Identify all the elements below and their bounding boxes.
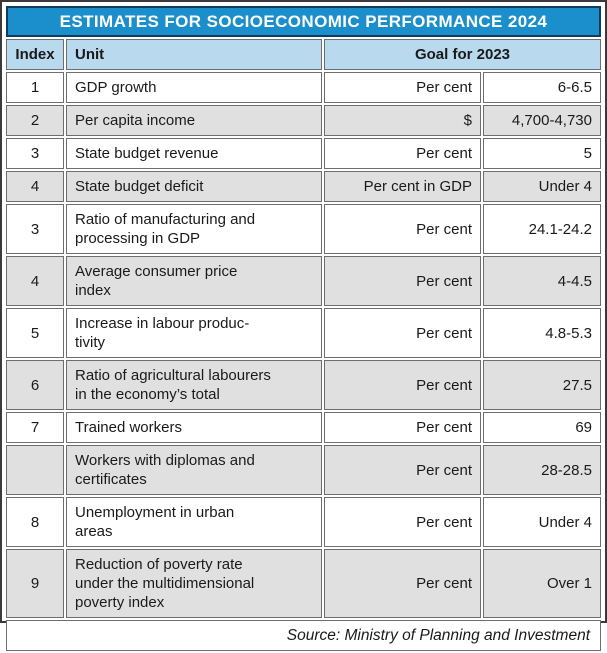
name-cell: Ratio of manufacturing and processing in… [66, 204, 322, 254]
index-cell: 8 [6, 497, 64, 547]
table-row: 5 Increase in labour produc- tivity Per ce… [6, 308, 601, 358]
index-cell: 5 [6, 308, 64, 358]
unit-cell: Per cent in GDP [324, 171, 481, 202]
value-cell: Under 4 [483, 497, 601, 547]
value-cell: 6-6.5 [483, 72, 601, 103]
table-row: 4 State budget deficit Per cent in GDP Unde… [6, 171, 601, 202]
name-cell: Ratio of agricultural labourers in the e… [66, 360, 322, 410]
index-cell: 4 [6, 256, 64, 306]
table-row: 9 Reduction of poverty rate under the mul… [6, 549, 601, 618]
name-cell: State budget deficit [66, 171, 322, 202]
name-cell: GDP growth [66, 72, 322, 103]
index-cell: 1 [6, 72, 64, 103]
unit-cell: Per cent [324, 445, 481, 495]
name-cell: Unemployment in urban areas [66, 497, 322, 547]
name-cell: Average consumer price index [66, 256, 322, 306]
unit-cell: Per cent [324, 308, 481, 358]
index-cell: 6 [6, 360, 64, 410]
table-row: Workers with diplomas and certificates Pe… [6, 445, 601, 495]
value-cell: Over 1 [483, 549, 601, 618]
value-cell: Under 4 [483, 171, 601, 202]
name-cell: Workers with diplomas and certificates [66, 445, 322, 495]
index-cell: 4 [6, 171, 64, 202]
performance-table: ESTIMATES FOR SOCIOECONOMIC PERFORMANCE … [4, 4, 603, 653]
name-cell: Trained workers [66, 412, 322, 443]
name-cell: Increase in labour produc- tivity [66, 308, 322, 358]
title-row: ESTIMATES FOR SOCIOECONOMIC PERFORMANCE … [6, 6, 601, 37]
value-cell: 69 [483, 412, 601, 443]
unit-cell: Per cent [324, 256, 481, 306]
table-row: 3 Ratio of manufacturing and processing i… [6, 204, 601, 254]
index-cell: 3 [6, 204, 64, 254]
value-cell: 5 [483, 138, 601, 169]
unit-cell: Per cent [324, 412, 481, 443]
value-cell: 4,700-4,730 [483, 105, 601, 136]
value-cell: 4.8-5.3 [483, 308, 601, 358]
table-row: 8 Unemployment in urban areas Per cent Unde… [6, 497, 601, 547]
name-cell: State budget revenue [66, 138, 322, 169]
name-cell: Reduction of poverty rate under the mult… [66, 549, 322, 618]
column-header-unit: Unit [66, 39, 322, 70]
index-cell: 7 [6, 412, 64, 443]
table-row: 4 Average consumer price index Per cent 4-4… [6, 256, 601, 306]
table-row: 3 State budget revenue Per cent 5 [6, 138, 601, 169]
index-cell: 3 [6, 138, 64, 169]
header-row: Index Unit Goal for 2023 [6, 39, 601, 70]
value-cell: 24.1-24.2 [483, 204, 601, 254]
unit-cell: Per cent [324, 549, 481, 618]
unit-cell: Per cent [324, 360, 481, 410]
value-cell: 28-28.5 [483, 445, 601, 495]
index-cell: 9 [6, 549, 64, 618]
unit-cell: Per cent [324, 72, 481, 103]
value-cell: 27.5 [483, 360, 601, 410]
table-row: 2 Per capita income $4,700-4,730 [6, 105, 601, 136]
unit-cell: $ [324, 105, 481, 136]
table-row: 7 Trained workers Per cent 69 [6, 412, 601, 443]
unit-cell: Per cent [324, 138, 481, 169]
index-cell [6, 445, 64, 495]
table-body: 1 GDP growth Per cent 6-6.5 2 Per capita inco… [6, 72, 601, 618]
source-credit: Source: Ministry of Planning and Investm… [6, 620, 601, 651]
unit-cell: Per cent [324, 204, 481, 254]
footer-row: Source: Ministry of Planning and Investm… [6, 620, 601, 651]
column-header-index: Index [6, 39, 64, 70]
table-row: 6 Ratio of agricultural labourers in the … [6, 360, 601, 410]
table-row: 1 GDP growth Per cent 6-6.5 [6, 72, 601, 103]
unit-cell: Per cent [324, 497, 481, 547]
value-cell: 4-4.5 [483, 256, 601, 306]
index-cell: 2 [6, 105, 64, 136]
column-header-goal: Goal for 2023 [324, 39, 601, 70]
page-title: ESTIMATES FOR SOCIOECONOMIC PERFORMANCE … [6, 6, 601, 37]
name-cell: Per capita income [66, 105, 322, 136]
